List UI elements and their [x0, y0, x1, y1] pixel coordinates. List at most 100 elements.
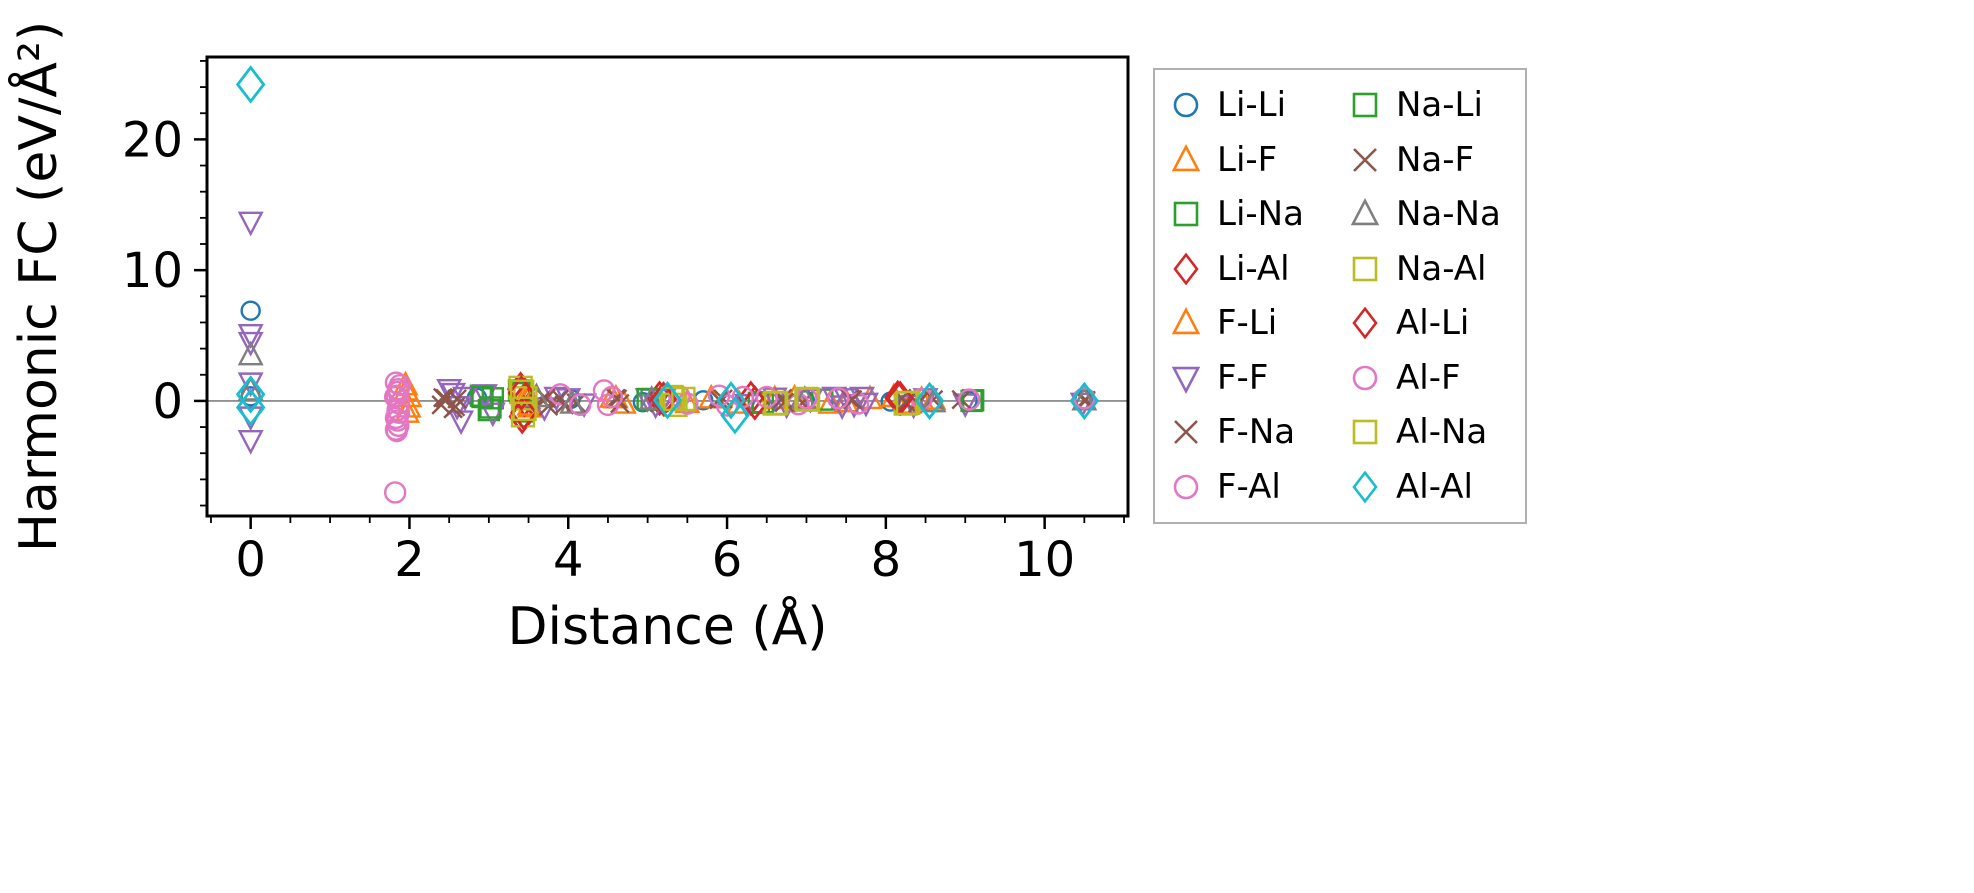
legend-entry-f-f: F-F — [1167, 351, 1342, 406]
x-tick-label: 10 — [1014, 532, 1075, 588]
f-li-marker-icon — [1171, 307, 1201, 335]
circle-marker — [827, 387, 850, 410]
na-na-marker-icon — [1350, 198, 1380, 226]
triangle-up-marker — [1350, 198, 1380, 226]
f-na-marker-icon — [1174, 420, 1198, 445]
circle-marker — [240, 300, 261, 321]
legend-entry-na-li: Na-Li — [1346, 78, 1521, 133]
diamond-marker — [741, 384, 769, 421]
triangle-down-marker — [237, 324, 264, 349]
square-marker — [1352, 92, 1378, 118]
x-tick-label: 0 — [235, 532, 266, 588]
legend-label: Na-Na — [1396, 194, 1501, 235]
legend-label: Li-Na — [1217, 194, 1304, 235]
triangle-down-marker — [1171, 366, 1201, 394]
square-marker — [1352, 419, 1378, 445]
f-f-marker-icon — [1171, 366, 1201, 394]
al-al-marker-icon — [1352, 470, 1378, 504]
square-marker — [671, 386, 696, 412]
diamond-marker — [507, 375, 536, 411]
circle-marker — [1352, 365, 1378, 391]
triangle-down-marker — [471, 384, 498, 409]
diamond-marker — [235, 65, 266, 104]
legend-label: Al-Al — [1396, 466, 1473, 507]
circle-marker — [592, 379, 616, 402]
x-marker — [445, 396, 466, 417]
diamond-marker — [1352, 306, 1378, 340]
circle-marker — [958, 388, 981, 411]
legend-entry-f-na: F-Na — [1167, 405, 1342, 460]
diamond-marker — [716, 381, 746, 420]
legend-entry-al-f: Al-F — [1346, 351, 1521, 406]
triangle-up-marker — [817, 388, 844, 414]
circle-marker — [388, 374, 412, 397]
al-na-marker-icon — [1352, 419, 1378, 445]
triangle-down-marker — [237, 211, 264, 237]
x-tick-label: 2 — [394, 532, 425, 588]
diamond-marker — [1352, 470, 1378, 504]
y-tick-label: 10 — [122, 243, 183, 299]
legend-entry-f-al: F-Al — [1167, 460, 1342, 515]
legend-entry-al-na: Al-Na — [1346, 405, 1521, 460]
series-al-al — [235, 65, 1100, 435]
triangle-up-marker — [237, 340, 264, 366]
al-f-marker-icon — [1352, 365, 1378, 391]
al-li-marker-icon — [1352, 306, 1378, 340]
circle-marker — [383, 481, 407, 504]
plot-frame — [205, 55, 1130, 518]
na-f-marker-icon — [1353, 147, 1377, 172]
legend-entry-al-al: Al-Al — [1346, 460, 1521, 515]
triangle-up-marker — [1171, 307, 1201, 335]
legend-label: Na-F — [1396, 139, 1475, 180]
legend-entry-li-li: Li-Li — [1167, 78, 1342, 133]
legend-label: F-Na — [1217, 412, 1296, 453]
li-f-marker-icon — [1171, 143, 1201, 171]
y-tick-label: 20 — [122, 112, 183, 168]
li-li-marker-icon — [1173, 92, 1199, 118]
y-axis-label: Harmonic FC (eV/Å²) — [7, 21, 69, 552]
legend-entry-na-f: Na-F — [1346, 133, 1521, 188]
circle-marker — [384, 371, 408, 394]
legend-label: F-F — [1217, 357, 1269, 398]
f-al-marker-icon — [1173, 474, 1199, 500]
triangle-up-marker — [1171, 143, 1201, 171]
circle-marker — [1173, 474, 1199, 500]
na-li-marker-icon — [1352, 92, 1378, 118]
legend-entry-na-na: Na-Na — [1346, 187, 1521, 242]
square-marker — [1352, 256, 1378, 282]
legend-entry-al-li: Al-Li — [1346, 296, 1521, 351]
triangle-down-marker — [853, 392, 879, 418]
square-marker — [1173, 201, 1199, 227]
square-marker — [795, 387, 821, 412]
x-marker — [1353, 147, 1377, 172]
circle-marker — [568, 393, 592, 417]
x-marker — [1174, 420, 1198, 445]
data-points — [235, 65, 1100, 504]
x-marker — [432, 387, 453, 408]
diamond-marker — [235, 388, 266, 427]
legend-entry-li-na: Li-Na — [1167, 187, 1342, 242]
circle-marker — [384, 418, 408, 441]
legend-entry-li-f: Li-F — [1167, 133, 1342, 188]
diamond-marker — [720, 396, 750, 435]
triangle-down-marker — [448, 410, 475, 436]
x-marker — [774, 392, 795, 413]
x-tick-label: 8 — [871, 532, 902, 588]
x-tick-label: 4 — [553, 532, 584, 588]
circle-marker — [386, 409, 409, 432]
circle-marker — [755, 385, 778, 409]
legend-label: Na-Al — [1396, 248, 1487, 289]
axes: 0 2 4 6 8 10 0 10 20 Distance (Å) Harmonic FC (eV/… — [7, 21, 1130, 657]
li-al-marker-icon — [1173, 252, 1199, 286]
circle-marker — [707, 384, 731, 407]
square-marker — [510, 379, 535, 404]
triangle-down-marker — [237, 429, 264, 455]
li-na-marker-icon — [1173, 201, 1199, 227]
square-marker — [479, 396, 502, 419]
legend-label: Li-Li — [1217, 85, 1287, 126]
diamond-marker — [914, 381, 945, 421]
diamond-marker — [1069, 381, 1100, 421]
triangle-down-marker — [452, 386, 479, 412]
